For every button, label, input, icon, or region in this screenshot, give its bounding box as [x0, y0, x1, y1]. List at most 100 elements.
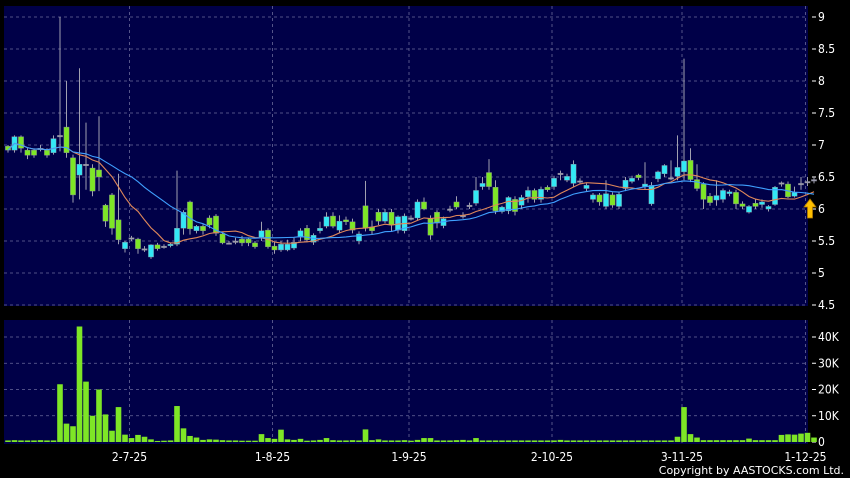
candle-body — [577, 180, 583, 183]
volume-bar — [323, 438, 330, 442]
volume-bar — [434, 440, 440, 442]
volume-bar — [577, 440, 583, 442]
candle — [161, 244, 167, 249]
candle-body — [148, 244, 154, 258]
candle-body — [726, 191, 733, 194]
volume-bar — [557, 439, 564, 442]
volume-bar — [187, 435, 193, 442]
candle — [323, 212, 330, 229]
volume-bar — [167, 440, 174, 442]
volume-bar — [525, 440, 531, 442]
candle-body — [811, 179, 817, 182]
candle-body — [707, 195, 713, 203]
candle — [284, 239, 291, 252]
candle-body — [765, 206, 772, 210]
candle-body — [349, 221, 356, 231]
volume-bar — [583, 440, 590, 442]
volume-bar — [453, 440, 460, 442]
volume-bar — [421, 438, 427, 442]
volume-bar — [310, 440, 317, 442]
candle-body — [570, 163, 577, 184]
candle-body — [772, 187, 778, 205]
candle — [603, 180, 609, 209]
candle — [486, 159, 492, 190]
volume-bar — [37, 440, 44, 442]
candle-body — [258, 230, 265, 238]
candle — [466, 202, 473, 209]
volume-bar — [24, 440, 31, 442]
candle-body — [304, 227, 310, 240]
ma-short-line — [7, 142, 815, 244]
candle-body — [362, 205, 369, 229]
candle-body — [226, 242, 232, 245]
volume-bar — [694, 437, 700, 442]
candle — [447, 205, 453, 213]
candle — [252, 241, 258, 249]
candle-body — [167, 243, 174, 246]
volume-bar — [759, 440, 765, 442]
candle-body — [648, 185, 655, 205]
volume-bar — [414, 439, 421, 442]
volume-bar — [226, 440, 232, 442]
candle — [752, 199, 759, 209]
candle — [479, 177, 486, 190]
candle-body — [759, 201, 765, 205]
candle-body — [512, 199, 518, 212]
volume-bar — [622, 440, 629, 442]
candle — [31, 148, 37, 158]
volume-bar — [362, 429, 369, 442]
volume-bar — [752, 440, 759, 442]
candle — [622, 177, 629, 192]
candle — [50, 135, 57, 155]
candle — [271, 242, 278, 254]
volume-bar — [291, 439, 297, 442]
candle-body — [330, 215, 336, 227]
volume-bar — [122, 434, 128, 442]
volume-bar — [5, 440, 11, 442]
candle-body — [200, 226, 206, 231]
candle — [453, 196, 460, 209]
candle-body — [479, 183, 486, 187]
volume-bar — [388, 440, 395, 442]
candle — [122, 241, 128, 253]
candle-body — [674, 167, 681, 177]
grid-lines — [4, 6, 808, 444]
candle-body — [681, 160, 687, 173]
candle-body — [525, 190, 531, 198]
volume-bar — [661, 440, 668, 442]
candle — [408, 215, 414, 221]
candle — [655, 170, 661, 183]
volume-bar — [349, 440, 356, 442]
candle — [193, 225, 200, 234]
candle-body — [232, 240, 239, 243]
volume-bar — [408, 440, 414, 442]
candle-body — [687, 160, 694, 180]
candle-body — [791, 192, 798, 197]
candle — [785, 181, 791, 199]
candle-body — [57, 135, 63, 138]
volume-bar — [473, 438, 479, 442]
volume-bar — [297, 438, 304, 442]
candle — [564, 173, 570, 183]
volume-bar — [213, 439, 219, 442]
volume-bar — [115, 407, 122, 442]
volume-bar — [395, 440, 401, 442]
candle-body — [661, 165, 668, 174]
candle-body — [564, 176, 570, 181]
candle-body — [63, 126, 70, 153]
candle — [661, 164, 668, 177]
volume-bar — [499, 440, 505, 442]
volume-tick-label: 0 — [818, 435, 825, 449]
price-axis: 9 8.5 8 7.5 7 6.5 6 5.5 5 4.5 — [812, 10, 835, 312]
volume-bar — [63, 423, 70, 442]
volume-bar — [265, 438, 271, 442]
candle-body — [154, 244, 161, 249]
candle — [505, 196, 512, 215]
candle — [304, 225, 310, 243]
candle-body — [50, 138, 57, 153]
candle — [115, 173, 122, 245]
candle — [24, 148, 31, 160]
candle — [291, 237, 297, 250]
volume-bar — [596, 440, 603, 442]
candle — [733, 189, 739, 209]
